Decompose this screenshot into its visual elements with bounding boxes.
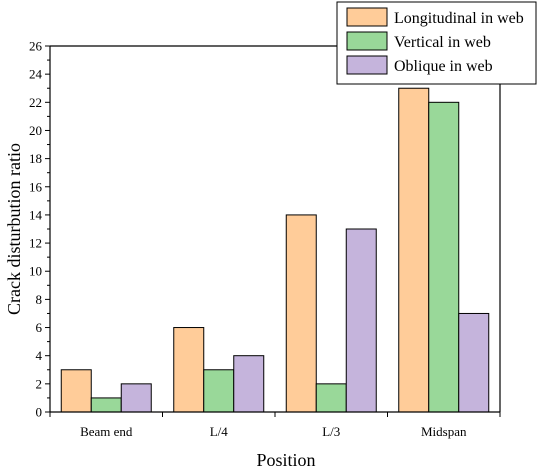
y-tick-label: 20 (29, 123, 42, 138)
x-tick-label: Midspan (421, 424, 467, 439)
bar-3-1 (120, 383, 152, 413)
bars-layer (60, 87, 490, 413)
bar-1-1 (60, 369, 92, 413)
y-tick-label: 6 (36, 320, 43, 335)
y-tick-label: 26 (29, 39, 43, 54)
x-ticks-layer: Beam end L/4 L/3 Midspan (49, 412, 501, 439)
bar-3-4 (458, 312, 490, 413)
y-tick-label: 12 (29, 236, 42, 251)
legend-label: Oblique in web (394, 58, 493, 75)
bar-2-2 (203, 369, 235, 413)
bar-1-3 (285, 214, 317, 413)
x-tick-label: L/4 (210, 424, 229, 439)
y-tick-label: 0 (36, 405, 43, 420)
bar-1-4 (398, 87, 430, 413)
y-tick-label: 22 (29, 95, 42, 110)
bar-3-2 (233, 355, 265, 413)
y-tick-label: 24 (29, 67, 43, 82)
bar-2-3 (315, 383, 347, 413)
y-tick-label: 10 (29, 264, 42, 279)
bar-3-3 (345, 228, 377, 413)
x-axis-title: Position (256, 450, 315, 470)
y-tick-label: 2 (36, 376, 43, 391)
y-tick-label: 16 (29, 179, 43, 194)
y-axis-title: Crack disturbution ratio (4, 143, 24, 315)
bar-2-1 (90, 397, 122, 413)
y-tick-label: 8 (36, 292, 43, 307)
legend-swatch (346, 7, 388, 27)
legend-label: Vertical in web (394, 34, 491, 51)
y-tick-label: 4 (36, 348, 43, 363)
legend-swatch (346, 55, 388, 75)
y-tick-label: 14 (29, 207, 43, 222)
y-tick-label: 18 (29, 151, 42, 166)
legend-swatch (346, 31, 388, 51)
x-tick-label: L/3 (322, 424, 340, 439)
bar-2-4 (428, 101, 460, 413)
legend: Longitudinal in web Vertical in web Obliqu… (336, 1, 537, 85)
bar-1-2 (173, 327, 205, 413)
legend-label: Longitudinal in web (394, 10, 524, 27)
x-tick-label: Beam end (80, 424, 133, 439)
